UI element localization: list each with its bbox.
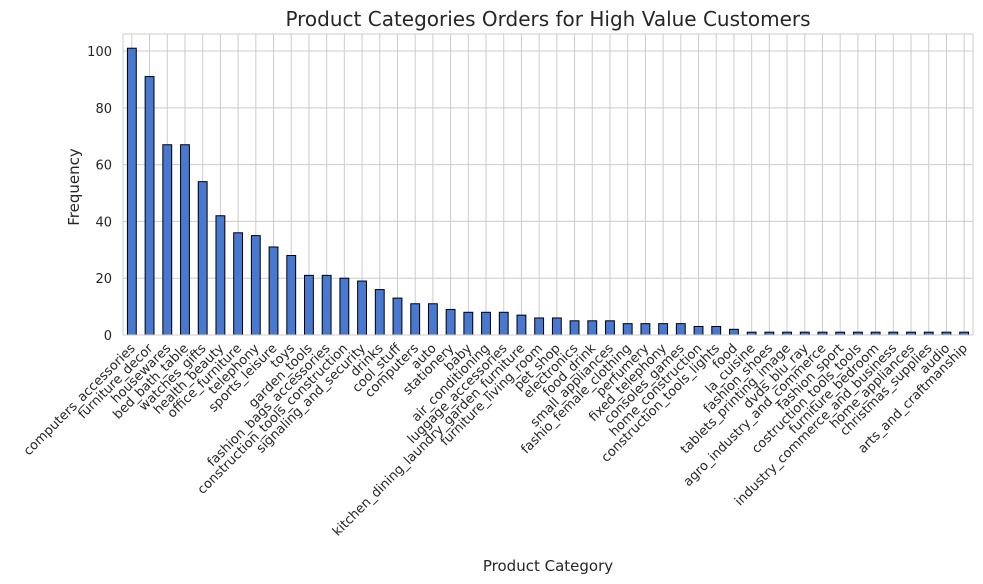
bar-fixed-telephony (658, 323, 669, 336)
bar-watches-gifts (197, 181, 208, 336)
bar-auto (427, 303, 438, 336)
bar-furniture-living-room (534, 317, 545, 336)
y-tick-label: 60 (95, 159, 112, 174)
bar-kitchen-dining-laundry-garden-furniture (516, 314, 527, 336)
y-tick-label: 0 (104, 329, 112, 344)
bar-stationery (445, 308, 456, 336)
bar-toys (286, 254, 297, 336)
y-tick-label: 20 (95, 272, 112, 287)
chart-title: Product Categories Orders for High Value… (285, 7, 810, 31)
bar-sports-leisure (268, 246, 279, 336)
bar-perfumery (640, 323, 651, 336)
plot-frame (122, 33, 974, 336)
bar-electronics (569, 320, 580, 336)
bar-garden-tools (304, 274, 314, 336)
bar-fashio-female-clothing (622, 323, 633, 336)
bars (126, 47, 970, 336)
bar-furniture-decor (144, 76, 155, 336)
bar-construction-tools-lights (711, 325, 722, 336)
bar-air-conditioning (481, 311, 491, 336)
bar-housewares (162, 144, 173, 336)
bar-drinks (374, 289, 385, 336)
y-tick-label: 40 (95, 215, 112, 230)
x-axis-label: Product Category (483, 557, 613, 575)
bar-office-furniture (233, 232, 244, 336)
bar-health-beauty (215, 215, 226, 336)
bar-home-construction (693, 325, 704, 336)
y-ticks: 0 20 40 60 80 100 (87, 45, 112, 344)
x-ticks: computers_accessoriesfurniture_decorhous… (21, 340, 971, 539)
y-tick-label: 80 (95, 102, 112, 117)
bar-telephony (250, 235, 261, 336)
bar-small-appliances (605, 320, 615, 336)
bar-signaling-and-security (357, 280, 367, 336)
bar-fashion-bags-accessories (321, 274, 332, 336)
bar-cool-stuff (392, 297, 403, 336)
bar-luggage-accessories (498, 311, 509, 336)
bar-consoles-games (675, 323, 686, 336)
y-axis-label: Frequency (65, 148, 83, 226)
grid (123, 34, 973, 336)
bar-food (729, 328, 739, 336)
bar-food-drink (587, 320, 598, 336)
bar-computers-accessories (126, 47, 137, 336)
y-tick-label: 100 (87, 45, 112, 60)
bar-construction-tools-construction (339, 277, 350, 336)
bar-computers (410, 303, 421, 336)
bar-bed-bath-table (180, 144, 190, 336)
bar-baby (463, 311, 474, 336)
bar-pet-shop (551, 317, 562, 336)
